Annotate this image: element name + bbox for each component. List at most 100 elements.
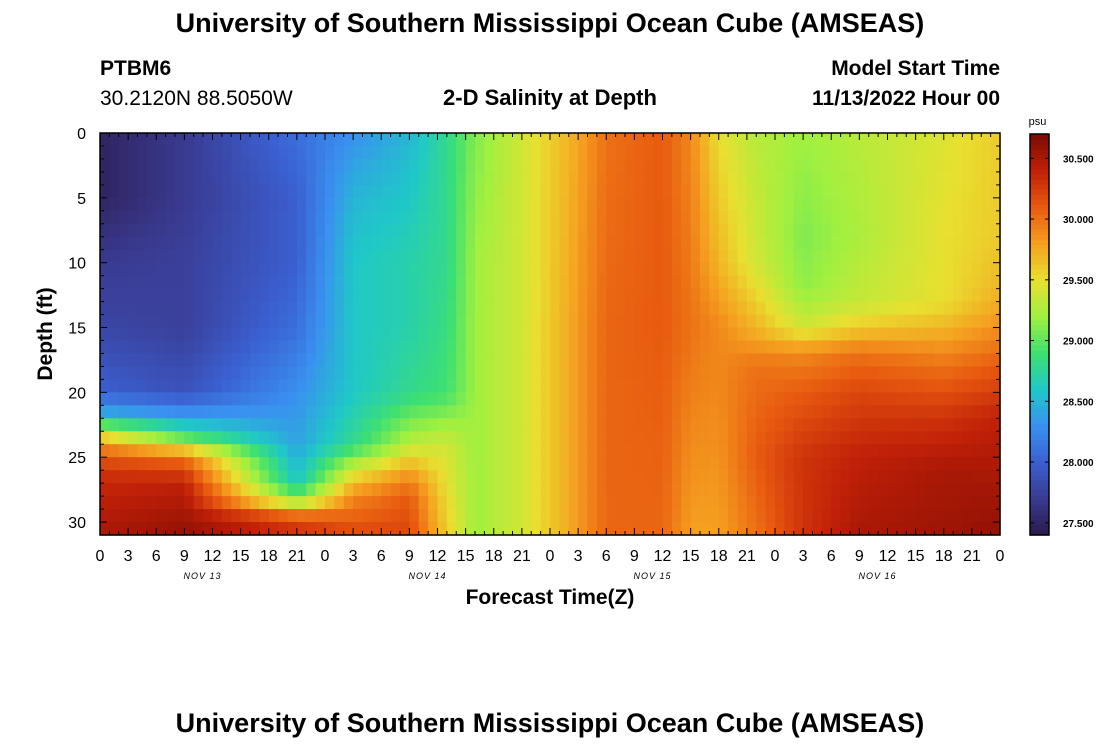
heatmap-cell bbox=[587, 133, 598, 147]
heatmap-cell bbox=[746, 275, 757, 290]
heatmap-cell bbox=[550, 509, 560, 523]
heatmap-cell bbox=[231, 444, 242, 458]
heatmap-cell bbox=[371, 314, 382, 329]
heatmap-cell bbox=[446, 197, 457, 212]
heatmap-cell bbox=[718, 145, 729, 160]
heatmap-cell bbox=[287, 262, 298, 277]
heatmap-cell bbox=[203, 418, 214, 432]
heatmap-cell bbox=[212, 301, 223, 316]
heatmap-cell bbox=[775, 418, 785, 432]
heatmap-cell bbox=[240, 236, 251, 251]
heatmap-cell bbox=[765, 457, 776, 471]
heatmap-cell bbox=[390, 392, 401, 406]
heatmap-cell bbox=[184, 197, 195, 212]
colorbar-segment bbox=[1030, 194, 1049, 200]
heatmap-cell bbox=[803, 405, 814, 419]
heatmap-cell bbox=[100, 509, 110, 523]
heatmap-cell bbox=[353, 184, 364, 199]
heatmap-cell bbox=[512, 275, 523, 290]
heatmap-cell bbox=[690, 431, 701, 445]
heatmap-cell bbox=[184, 392, 195, 406]
heatmap-cell bbox=[268, 366, 279, 380]
heatmap-cell bbox=[250, 405, 260, 419]
heatmap-cell bbox=[512, 522, 523, 536]
heatmap-cell bbox=[784, 457, 795, 471]
heatmap-cell bbox=[990, 405, 1001, 419]
colorbar-tick-label: 28.000 bbox=[1063, 458, 1094, 469]
heatmap-cell bbox=[831, 392, 842, 406]
heatmap-cell bbox=[456, 366, 467, 380]
heatmap-cell bbox=[400, 223, 410, 238]
heatmap-cell bbox=[915, 133, 926, 147]
heatmap-cell bbox=[578, 405, 589, 419]
heatmap-cell bbox=[943, 483, 954, 497]
heatmap-cell bbox=[287, 431, 298, 445]
heatmap-cell bbox=[475, 314, 485, 329]
heatmap-cell bbox=[821, 223, 832, 238]
heatmap-cell bbox=[212, 470, 223, 484]
heatmap-cell bbox=[203, 379, 214, 393]
heatmap-cell bbox=[325, 483, 335, 497]
heatmap-cell bbox=[578, 457, 589, 471]
heatmap-cell bbox=[765, 197, 776, 212]
heatmap-cell bbox=[906, 223, 917, 238]
heatmap-cell bbox=[728, 444, 739, 458]
heatmap-cell bbox=[587, 210, 598, 225]
heatmap-cell bbox=[615, 145, 626, 160]
heatmap-cell bbox=[475, 184, 485, 199]
heatmap-cell bbox=[606, 171, 617, 186]
heatmap-cell bbox=[943, 133, 954, 147]
heatmap-cell bbox=[221, 314, 232, 329]
heatmap-cell bbox=[709, 496, 720, 510]
heatmap-cell bbox=[118, 158, 129, 173]
heatmap-cell bbox=[925, 158, 935, 173]
heatmap-cell bbox=[193, 249, 204, 264]
heatmap-cell bbox=[240, 314, 251, 329]
heatmap-cell bbox=[962, 353, 973, 368]
heatmap-cell bbox=[803, 470, 814, 484]
heatmap-cell bbox=[653, 288, 664, 303]
heatmap-cell bbox=[306, 133, 317, 147]
heatmap-cell bbox=[184, 223, 195, 238]
heatmap-cell bbox=[362, 301, 373, 316]
heatmap-cell bbox=[653, 392, 664, 406]
heatmap-cell bbox=[962, 288, 973, 303]
heatmap-cell bbox=[775, 133, 785, 147]
heatmap-cell bbox=[465, 145, 476, 160]
heatmap-cell bbox=[531, 275, 542, 290]
heatmap-cell bbox=[484, 509, 495, 523]
heatmap-cell bbox=[212, 210, 223, 225]
heatmap-cell bbox=[803, 275, 814, 290]
heatmap-cell bbox=[559, 418, 570, 432]
heatmap-cell bbox=[587, 262, 598, 277]
heatmap-cell bbox=[671, 418, 682, 432]
heatmap-cell bbox=[934, 405, 945, 419]
heatmap-cell bbox=[653, 158, 664, 173]
heatmap-cell bbox=[662, 470, 673, 484]
heatmap-cell bbox=[400, 249, 410, 264]
heatmap-cell bbox=[325, 353, 335, 368]
heatmap-cell bbox=[100, 223, 110, 238]
heatmap-cell bbox=[259, 133, 270, 147]
heatmap-cell bbox=[850, 509, 860, 523]
heatmap-cell bbox=[465, 327, 476, 342]
heatmap-cell bbox=[662, 236, 673, 251]
heatmap-cell bbox=[840, 327, 851, 342]
heatmap-cell bbox=[662, 496, 673, 510]
heatmap-cell bbox=[718, 197, 729, 212]
heatmap-cell bbox=[690, 405, 701, 419]
heatmap-cell bbox=[353, 418, 364, 432]
heatmap-cell bbox=[934, 379, 945, 393]
heatmap-cell bbox=[756, 158, 767, 173]
heatmap-cell bbox=[746, 340, 757, 355]
heatmap-cell bbox=[221, 249, 232, 264]
heatmap-cell bbox=[315, 197, 326, 212]
heatmap-cell bbox=[109, 392, 120, 406]
heatmap-cell bbox=[531, 470, 542, 484]
heatmap-cell bbox=[775, 405, 785, 419]
heatmap-cell bbox=[250, 340, 260, 355]
heatmap-cell bbox=[700, 457, 710, 471]
heatmap-cell bbox=[437, 418, 448, 432]
heatmap-cell bbox=[606, 158, 617, 173]
heatmap-cell bbox=[493, 197, 504, 212]
